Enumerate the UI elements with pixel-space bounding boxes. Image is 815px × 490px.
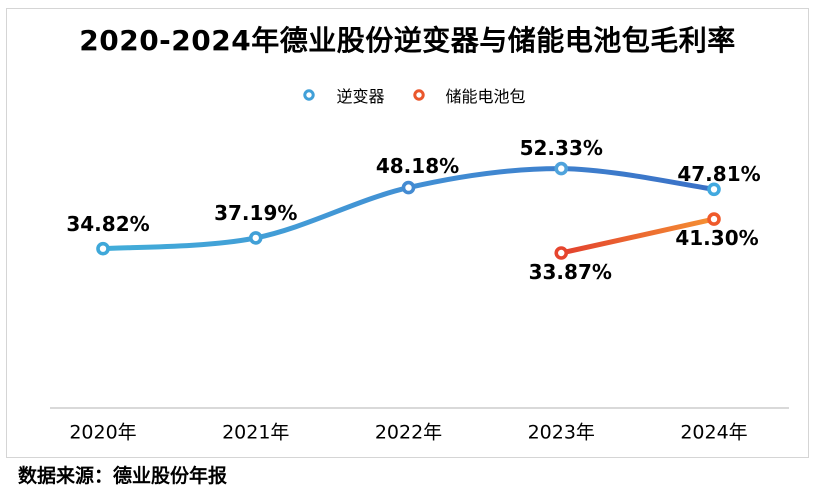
data-label: 48.18% (375, 153, 460, 178)
data-label: 47.81% (677, 162, 761, 187)
chart-title: 2020-2024年德业股份逆变器与储能电池包毛利率 (79, 24, 736, 57)
data-point-marker (401, 180, 416, 195)
legend-line-marker-icon (289, 89, 330, 101)
x-axis-tick-label: 2020年 (69, 421, 137, 444)
data-label: 41.30% (675, 226, 759, 251)
legend-item-0: 逆变器 (289, 83, 385, 107)
legend-label: 储能电池包 (445, 87, 526, 106)
data-point-marker (554, 246, 569, 260)
legend: 逆变器 储能电池包 (0, 84, 815, 106)
data-point-marker (96, 241, 110, 256)
data-point-marker (707, 212, 721, 226)
data-label: 33.87% (528, 260, 612, 284)
chart-frame (6, 8, 809, 458)
x-axis-tick-label: 2024年 (680, 421, 748, 444)
data-label: 52.33% (519, 135, 603, 160)
source-note: 数据来源：德业股份年报 (18, 465, 228, 487)
series-line-1 (558, 216, 717, 256)
legend-item-1: 储能电池包 (398, 83, 526, 107)
data-label: 34.82% (66, 211, 150, 236)
legend-label: 逆变器 (336, 87, 385, 106)
x-axis-tick-label: 2021年 (222, 421, 290, 444)
x-axis-tick-label: 2022年 (374, 421, 443, 444)
data-point-marker (248, 231, 263, 245)
series-line-0 (100, 166, 717, 252)
data-point-marker (707, 182, 721, 197)
legend-line-marker-icon (398, 89, 439, 101)
data-label: 37.19% (214, 200, 298, 225)
x-axis-tick-label: 2023年 (527, 421, 595, 444)
data-point-marker (554, 161, 569, 176)
